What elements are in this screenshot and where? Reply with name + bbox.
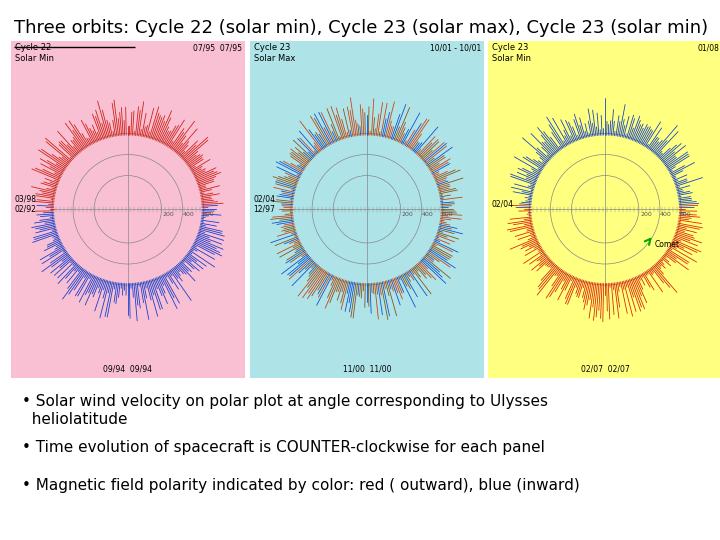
Text: 02/04: 02/04 xyxy=(492,199,514,208)
Text: 10/01 - 10/01: 10/01 - 10/01 xyxy=(430,43,481,52)
Text: 200: 200 xyxy=(163,212,175,217)
Text: • Solar wind velocity on polar plot at angle corresponding to Ulysses
  heliolat: • Solar wind velocity on polar plot at a… xyxy=(22,394,548,427)
Text: Three orbits: Cycle 22 (solar min), Cycle 23 (solar max), Cycle 23 (solar min): Three orbits: Cycle 22 (solar min), Cycl… xyxy=(14,19,708,37)
FancyBboxPatch shape xyxy=(488,40,720,378)
FancyBboxPatch shape xyxy=(250,40,484,378)
Text: 400: 400 xyxy=(421,212,433,217)
Text: 600: 600 xyxy=(202,212,214,217)
Text: 09/94  09/94: 09/94 09/94 xyxy=(103,364,153,374)
Text: 400: 400 xyxy=(660,212,672,217)
FancyBboxPatch shape xyxy=(11,40,245,378)
Text: 200: 200 xyxy=(402,212,414,217)
Text: 11/00  11/00: 11/00 11/00 xyxy=(343,364,391,374)
Text: 07/95  07/95: 07/95 07/95 xyxy=(193,43,242,52)
Text: 600: 600 xyxy=(441,212,453,217)
Text: 600: 600 xyxy=(680,212,691,217)
Text: 01/08: 01/08 xyxy=(698,43,719,52)
Text: • Magnetic field polarity indicated by color: red ( outward), blue (inward): • Magnetic field polarity indicated by c… xyxy=(22,478,580,493)
Text: Comet: Comet xyxy=(655,240,680,249)
Text: 200: 200 xyxy=(640,212,652,217)
Text: 02/04
12/97: 02/04 12/97 xyxy=(253,194,276,213)
Text: • Time evolution of spacecraft is COUNTER-clockwise for each panel: • Time evolution of spacecraft is COUNTE… xyxy=(22,440,544,455)
Text: Cycle 23
Solar Min: Cycle 23 Solar Min xyxy=(492,43,531,63)
Text: 02/07  02/07: 02/07 02/07 xyxy=(581,364,629,374)
Text: Cycle 22
Solar Min: Cycle 22 Solar Min xyxy=(15,43,54,63)
Text: Cycle 23
Solar Max: Cycle 23 Solar Max xyxy=(254,43,295,63)
Text: 03/98
02/92: 03/98 02/92 xyxy=(14,194,37,213)
Text: 400: 400 xyxy=(182,212,194,217)
